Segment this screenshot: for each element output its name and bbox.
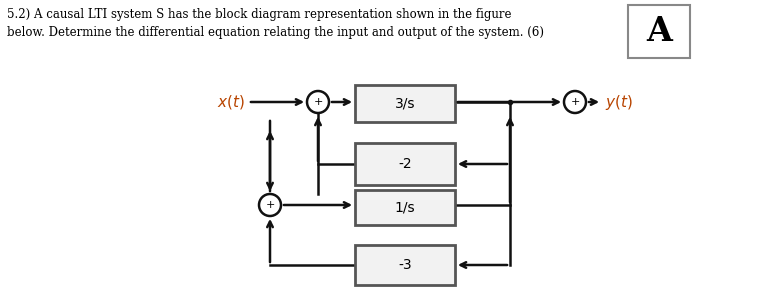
Text: below. Determine the differential equation relating the input and output of the : below. Determine the differential equati… bbox=[7, 26, 544, 39]
Text: $x(t)$: $x(t)$ bbox=[217, 93, 245, 111]
Text: A: A bbox=[646, 15, 672, 48]
Text: 5.2) A causal LTI system S has the block diagram representation shown in the fig: 5.2) A causal LTI system S has the block… bbox=[7, 8, 511, 21]
Text: $y(t)$: $y(t)$ bbox=[605, 92, 633, 112]
Text: +: + bbox=[265, 200, 275, 210]
Text: 3/s: 3/s bbox=[395, 96, 415, 111]
Text: 1/s: 1/s bbox=[395, 201, 415, 215]
Bar bbox=[355, 245, 455, 285]
Bar bbox=[628, 5, 690, 58]
Bar bbox=[355, 143, 455, 185]
Bar bbox=[355, 190, 455, 225]
Text: -3: -3 bbox=[398, 258, 412, 272]
Text: +: + bbox=[314, 97, 323, 107]
Bar bbox=[355, 85, 455, 122]
Text: -2: -2 bbox=[398, 157, 412, 171]
Text: +: + bbox=[570, 97, 580, 107]
